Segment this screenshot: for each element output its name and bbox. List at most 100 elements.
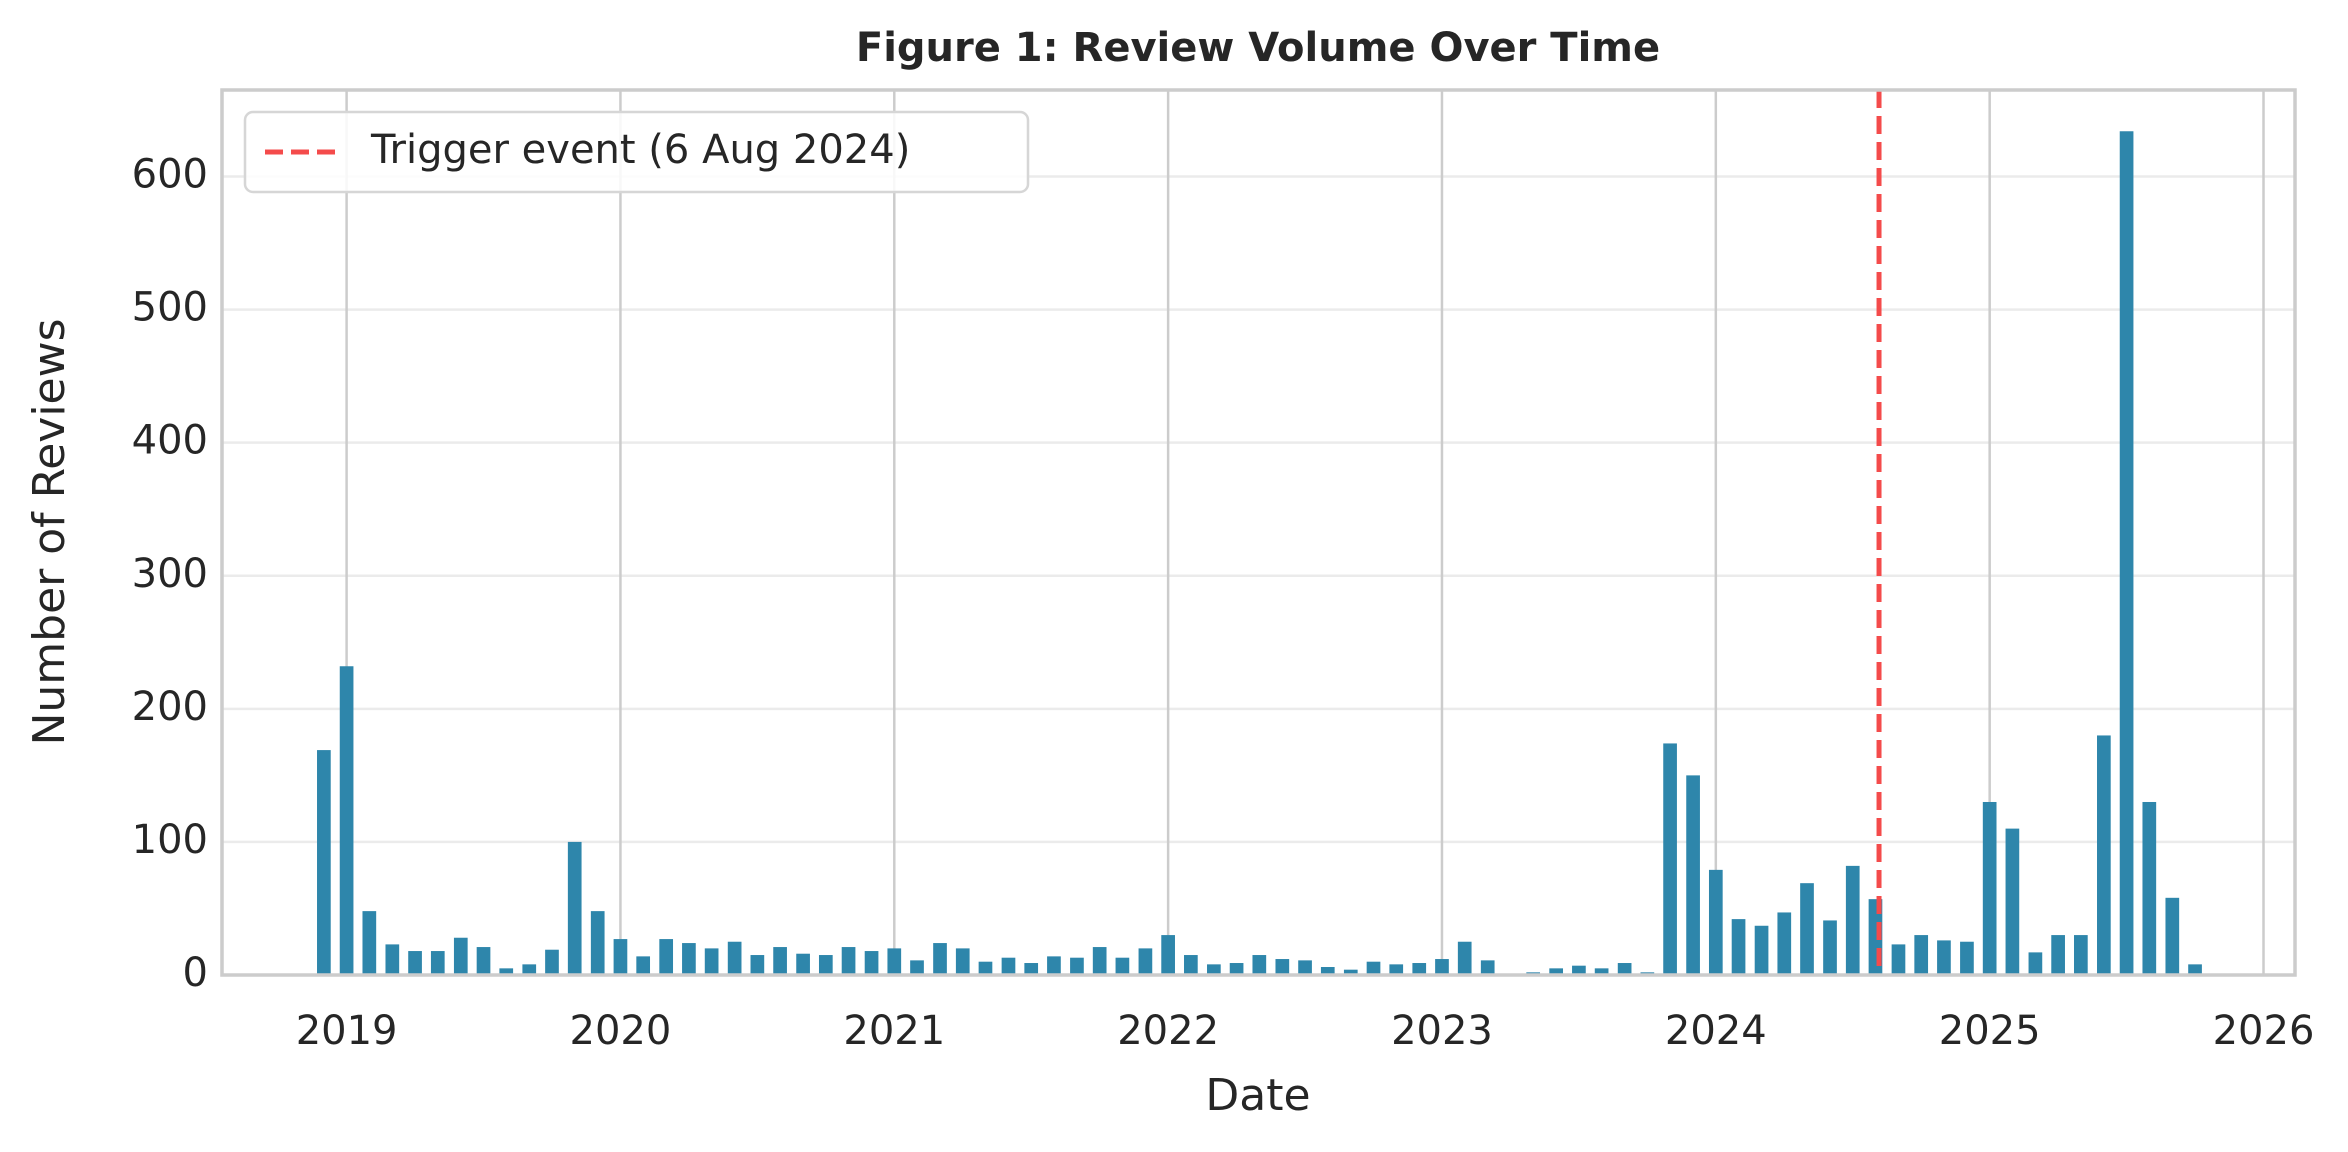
bar bbox=[1343, 969, 1358, 975]
bar bbox=[1298, 960, 1312, 975]
bar bbox=[1594, 968, 1609, 975]
x-tick-label: 2025 bbox=[1939, 1008, 2041, 1054]
bar bbox=[1024, 963, 1039, 975]
bar bbox=[1389, 964, 1404, 975]
bar bbox=[1982, 801, 1997, 975]
bar bbox=[1252, 955, 1267, 975]
bar bbox=[1047, 956, 1061, 975]
bar bbox=[1754, 925, 1769, 975]
bar bbox=[499, 968, 514, 975]
bar bbox=[1937, 940, 1951, 975]
bar bbox=[385, 944, 400, 975]
bar bbox=[1572, 965, 1586, 975]
bar bbox=[978, 961, 993, 975]
x-tick-label: 2023 bbox=[1391, 1008, 1493, 1054]
bar bbox=[727, 941, 742, 975]
bar bbox=[2028, 952, 2043, 975]
bar bbox=[2074, 935, 2088, 975]
bar bbox=[1435, 959, 1449, 975]
bar bbox=[1138, 948, 1153, 975]
bar bbox=[1229, 963, 1244, 975]
bar bbox=[841, 947, 856, 975]
chart-title: Figure 1: Review Volume Over Time bbox=[856, 25, 1660, 71]
y-tick-label: 500 bbox=[132, 285, 208, 331]
bar bbox=[1800, 883, 1814, 975]
bar bbox=[887, 948, 902, 975]
bar bbox=[1115, 957, 1130, 975]
bar bbox=[545, 949, 559, 975]
bar bbox=[682, 943, 696, 975]
plot-frame bbox=[220, 88, 2297, 977]
bar bbox=[2142, 801, 2157, 975]
bar bbox=[1960, 941, 1974, 975]
bar bbox=[910, 960, 924, 975]
bar bbox=[2165, 897, 2180, 975]
bar bbox=[1457, 941, 1472, 975]
bar bbox=[1731, 919, 1746, 975]
bar bbox=[1412, 963, 1427, 975]
x-tick-label: 2024 bbox=[1665, 1008, 1767, 1054]
bar bbox=[590, 911, 605, 975]
bar bbox=[2051, 935, 2065, 975]
bar bbox=[864, 951, 879, 975]
bar bbox=[1686, 775, 1700, 975]
y-tick-label: 600 bbox=[132, 152, 208, 198]
bar bbox=[704, 948, 719, 975]
bar bbox=[1366, 961, 1381, 975]
y-axis-label: Number of Reviews bbox=[24, 318, 75, 745]
bar bbox=[955, 948, 970, 975]
bar bbox=[1320, 967, 1335, 975]
bar bbox=[2097, 735, 2111, 975]
bar bbox=[1823, 920, 1837, 975]
legend-box bbox=[243, 110, 1030, 194]
bar bbox=[818, 955, 833, 975]
bar bbox=[2188, 964, 2202, 975]
bar bbox=[430, 951, 445, 975]
bar bbox=[362, 911, 377, 975]
bar bbox=[773, 947, 787, 975]
bar bbox=[659, 939, 674, 975]
x-axis-label: Date bbox=[1205, 1070, 1310, 1121]
bar bbox=[1549, 968, 1564, 975]
y-tick-label: 200 bbox=[132, 684, 208, 730]
bar bbox=[1891, 944, 1906, 975]
bar bbox=[522, 964, 537, 975]
bar bbox=[1092, 947, 1107, 975]
y-tick-label: 0 bbox=[183, 950, 208, 996]
x-tick-label: 2021 bbox=[843, 1008, 945, 1054]
bar bbox=[317, 750, 331, 975]
bar bbox=[453, 937, 468, 975]
x-tick-label: 2019 bbox=[296, 1008, 398, 1054]
bar bbox=[1275, 959, 1290, 975]
x-tick-label: 2026 bbox=[2213, 1008, 2315, 1054]
bar bbox=[476, 947, 491, 975]
bar bbox=[750, 955, 765, 975]
bar bbox=[567, 841, 582, 975]
y-tick-label: 300 bbox=[132, 551, 208, 597]
bar bbox=[1001, 957, 1016, 975]
bar bbox=[1914, 935, 1929, 975]
bar bbox=[1663, 743, 1677, 975]
bar bbox=[636, 956, 651, 975]
bar bbox=[2119, 131, 2134, 976]
bar bbox=[1480, 960, 1495, 975]
bar bbox=[1777, 912, 1792, 975]
legend-label: Trigger event (6 Aug 2024) bbox=[370, 127, 910, 173]
bar bbox=[1617, 963, 1632, 975]
bar bbox=[339, 666, 354, 975]
bar bbox=[796, 953, 810, 975]
bar bbox=[1708, 869, 1723, 975]
y-tick-label: 100 bbox=[132, 817, 208, 863]
bar bbox=[1207, 964, 1221, 975]
x-tick-label: 2020 bbox=[570, 1008, 672, 1054]
x-tick-label: 2022 bbox=[1117, 1008, 1219, 1054]
y-tick-label: 400 bbox=[132, 418, 208, 464]
bar bbox=[613, 939, 628, 975]
bar bbox=[1070, 957, 1084, 975]
bar bbox=[408, 951, 422, 975]
bar bbox=[1161, 935, 1175, 975]
bar bbox=[933, 943, 947, 975]
bar bbox=[1184, 955, 1198, 975]
